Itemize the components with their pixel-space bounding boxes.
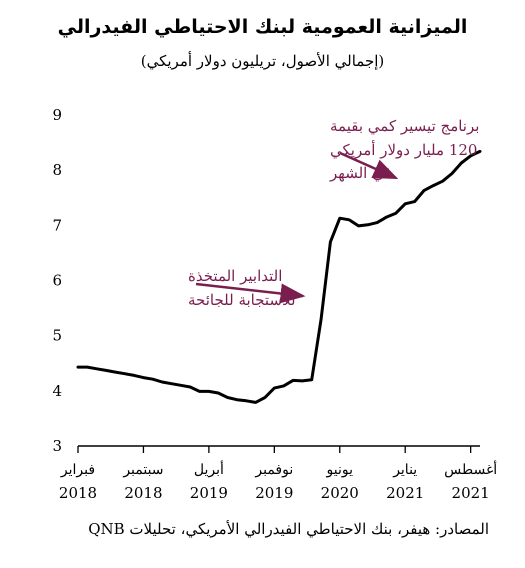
series-point <box>217 391 220 395</box>
annotation-pandemic-line: للاستجابة للجائحة <box>188 291 296 309</box>
series-point <box>188 385 192 389</box>
x-tick-label-year: 2021 <box>386 484 424 502</box>
series-point <box>104 369 108 372</box>
series-point <box>338 216 341 220</box>
x-tick-label-month: فبراير <box>60 462 95 478</box>
y-tick-label: 6 <box>52 272 62 290</box>
series-point <box>151 378 154 381</box>
annotation-qe-line: برنامج تيسير كمي بقيمة <box>330 117 479 135</box>
chart-title: الميزانية العمومية لبنك الاحتياطي الفيدر… <box>57 16 468 38</box>
series-point <box>301 379 304 383</box>
annotation-qe-arrow <box>339 151 399 180</box>
series-point <box>432 184 435 187</box>
series-point <box>413 200 416 203</box>
x-tick-label-year: 2019 <box>190 484 228 502</box>
series-point <box>478 150 482 153</box>
series-point <box>235 398 239 401</box>
series-point <box>132 374 136 377</box>
y-tick-label: 5 <box>52 327 62 345</box>
series-point <box>142 376 145 379</box>
series-point <box>450 172 454 175</box>
y-tick-label: 7 <box>52 216 62 234</box>
series-point <box>95 367 98 370</box>
series-point <box>263 396 267 399</box>
x-tick-label-month: يونيو <box>326 462 354 478</box>
series-point <box>226 396 229 399</box>
chart-subtitle: (إجمالي الأصول، تريليون دولار أمريكي) <box>140 52 385 70</box>
series-point <box>394 211 398 215</box>
series-point <box>291 379 295 382</box>
series-point <box>76 365 80 369</box>
x-tick-label-month: نوفمبر <box>254 462 293 478</box>
annotation-pandemic-line: التدابير المتخذة <box>188 267 282 285</box>
series-point <box>357 224 360 228</box>
series-point <box>160 380 164 384</box>
y-tick-label: 3 <box>52 437 62 455</box>
series-point <box>375 221 379 224</box>
series-point <box>207 390 211 393</box>
series-point <box>385 215 388 219</box>
x-tick-label-year: 2018 <box>124 484 162 502</box>
series-point <box>198 390 201 393</box>
series-point <box>441 180 444 183</box>
x-tick-label-month: أبريل <box>194 459 224 478</box>
series-point <box>460 161 463 165</box>
series-point <box>114 370 117 374</box>
series-point <box>404 202 407 206</box>
chart-source: المصادر: هيفر، بنك الاحتياطي الفيدرالي ا… <box>88 520 489 538</box>
series-point <box>366 223 370 226</box>
series-point <box>469 154 472 158</box>
series-point <box>273 386 276 390</box>
y-tick-label: 9 <box>52 106 62 124</box>
series-point <box>329 240 332 244</box>
x-tick-label-month: يناير <box>392 462 417 478</box>
series-point <box>123 372 126 375</box>
x-tick-label-year: 2021 <box>452 484 490 502</box>
annotation-pandemic-arrow <box>195 282 306 304</box>
series-point <box>245 399 248 402</box>
series-point <box>310 378 313 381</box>
series-point <box>170 382 173 385</box>
annotation-qe-line: 120 مليار دولار أمريكي <box>330 140 477 159</box>
y-tick-label: 8 <box>52 161 62 179</box>
series-point <box>86 365 89 369</box>
series-line <box>76 149 482 404</box>
x-tick-label-year: 2020 <box>321 484 359 502</box>
series-point <box>254 401 257 404</box>
x-tick-label-year: 2018 <box>59 484 97 502</box>
x-tick-label-month: أغسطس <box>444 459 497 478</box>
x-tick-label-month: سبتمبر <box>122 462 163 478</box>
series-point <box>347 218 351 222</box>
x-tick-label-year: 2019 <box>255 484 293 502</box>
series-point <box>282 384 285 388</box>
series-point <box>319 317 323 321</box>
series-point <box>422 189 426 192</box>
series-point <box>179 384 183 387</box>
y-tick-label: 4 <box>52 382 62 400</box>
